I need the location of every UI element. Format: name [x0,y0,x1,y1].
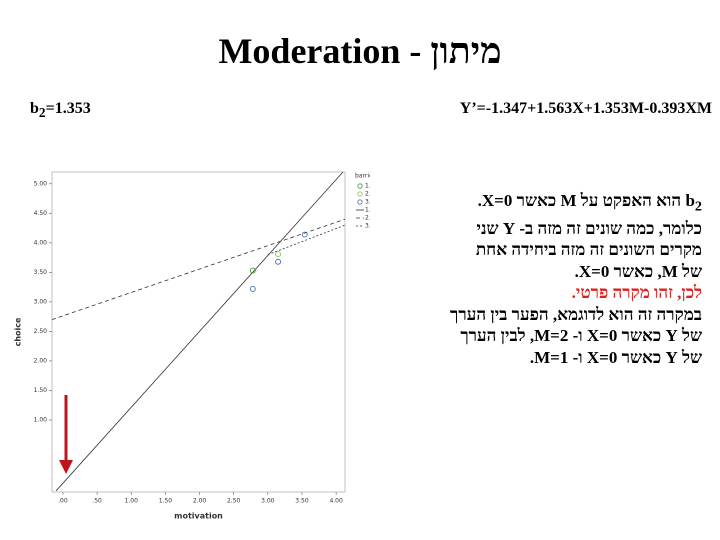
text-line: של Y כאשר X=0 ו- M=2, לבין הערך [460,326,702,346]
y-tick-label: 4.00 [34,239,48,246]
x-tick-label: 2.50 [227,498,241,505]
legend-label: 2.00 [365,191,370,198]
symbol: b [685,191,695,210]
text: הוא האפקט על M כאשר X=0. [477,191,682,210]
subscript: 2 [694,198,702,215]
fit-line [55,171,344,492]
regression-formula: Y’=-1.347+1.563X+1.353M-0.393XM [459,100,712,117]
x-tick-label: 4.00 [329,498,343,505]
left-formula: b2=1.353 [30,100,91,121]
arrow-head [59,460,73,474]
y-tick-label: 1.50 [34,387,48,394]
y-axis-label: choice [14,317,23,346]
data-point [301,231,308,238]
data-point [249,285,256,292]
legend-marker [357,191,363,197]
legend-label: 1.00 [365,183,370,190]
x-tick-label: 2.00 [193,498,207,505]
y-tick-label: 3.50 [34,269,48,276]
x-axis-label: motivation [174,512,223,521]
data-point [275,251,282,258]
explanation: b2 הוא האפקט על M כאשר X=0. כלומר, כמה ש… [372,190,702,368]
text-block: כלומר, כמה שונים זה מזה ב- Y שני מקרים הש… [372,218,702,283]
y-tick-label: 3.00 [34,298,48,305]
text-block: במקרה זה הוא לדוגמא, הפער בין הערך של Y כ… [372,304,702,369]
legend-title: barrier [355,173,370,180]
y-tick-label: 5.00 [34,180,48,187]
legend-marker [357,199,363,205]
x-tick-label: 1.00 [125,498,139,505]
text-line: כלומר, כמה שונים זה מזה ב- Y שני [476,218,702,238]
data-point [249,267,256,274]
legend [352,168,370,248]
text-line: של M, כאשר X=0. [574,261,702,281]
y-tick-label: 4.50 [34,210,48,217]
y-tick-label: 2.00 [34,357,48,364]
symbol: b [30,100,39,117]
text-line: של Y כאשר X=0 ו- M=1. [529,347,702,367]
subscript: 2 [38,105,46,121]
fit-line [51,218,346,320]
x-tick-label: 3.50 [295,498,309,505]
data-point [275,258,282,265]
y-tick-label: 2.50 [34,328,48,335]
legend-marker [357,183,363,189]
text-line: מקרים השונים זה מזה ביחידה אחת [475,240,702,260]
legend-label: 3.00 [365,223,370,230]
legend-label: 2.00 [365,215,370,222]
y-tick-label: 1.00 [34,416,48,423]
fit-line [267,224,346,256]
text-line: b2 הוא האפקט על M כאשר X=0. [372,190,702,218]
legend-label: 3.00 [365,199,370,206]
slide-title: Moderation - מיתון [218,31,502,71]
highlight-line: לכן, זהו מקרה פרטי. [571,283,702,303]
chart: 1.00 1.50 2.00 2.50 3.00 3.50 4.00 4.50 5.00 .00.… [14,168,370,521]
x-tick-label: .00 [58,498,68,505]
value: =1.353 [45,100,91,117]
x-tick-label: .50 [92,498,102,505]
text-line: במקרה זה הוא לדוגמא, הפער בין הערך [450,304,702,324]
legend-label: 1.00 [365,207,370,214]
x-tick-label: 1.50 [159,498,173,505]
x-tick-label: 3.00 [261,498,275,505]
